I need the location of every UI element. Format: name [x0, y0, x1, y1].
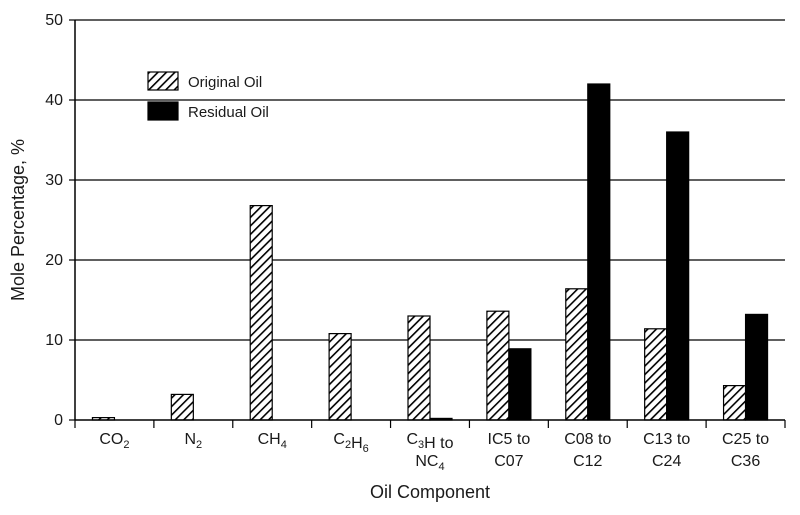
axes [69, 19, 786, 428]
category-label-6-line2: C12 [573, 453, 602, 470]
category-label-7-line1: C13 to [643, 431, 690, 448]
bar-residual-6 [587, 83, 611, 421]
bar-original-1 [170, 393, 194, 421]
category-label-4-line2: NC4 [415, 453, 444, 473]
bar-original-8 [722, 385, 747, 421]
category-label-0-line1: CO2 [99, 431, 129, 451]
category-label-5-line2: C07 [494, 453, 523, 470]
y-tick-label-40: 40 [45, 92, 63, 109]
y-tick-labels: 0 10 20 30 40 50 [45, 12, 63, 429]
bar-original-4 [407, 315, 431, 421]
y-tick-label-20: 20 [45, 252, 63, 269]
bar-residual-5 [508, 348, 532, 421]
bars [91, 83, 769, 421]
category-label-6-line1: C08 to [564, 431, 611, 448]
x-axis-title: Oil Component [370, 482, 490, 502]
category-label-1-line1: N2 [184, 431, 202, 451]
y-tick-label-0: 0 [54, 412, 63, 429]
category-label-8-line2: C36 [731, 453, 760, 470]
category-label-8-line1: C25 to [722, 431, 769, 448]
bar-residual-8 [744, 313, 769, 421]
bar-original-6 [565, 288, 589, 421]
legend-label-original-oil: Original Oil [188, 74, 262, 91]
y-tick-label-30: 30 [45, 172, 63, 189]
category-label-5-line1: IC5 to [488, 431, 531, 448]
bar-original-2 [249, 205, 273, 421]
legend-label-residual-oil: Residual Oil [188, 104, 269, 121]
legend-swatch-original-oil [147, 71, 179, 91]
y-axis-title: Mole Percentage, % [8, 139, 28, 301]
category-label-4-line1: C3H to [406, 431, 453, 452]
category-label-2-line1: CH4 [258, 431, 287, 451]
y-tick-label-10: 10 [45, 332, 63, 349]
bar-original-7 [644, 328, 668, 421]
legend: Original Oil Residual Oil [147, 71, 269, 121]
bar-original-3 [328, 333, 352, 421]
legend-swatch-residual-oil [147, 101, 179, 121]
bar-original-5 [486, 310, 510, 421]
y-tick-label-50: 50 [45, 12, 63, 29]
category-label-7-line2: C24 [652, 453, 681, 470]
category-label-3-line1: C2H6 [333, 431, 368, 455]
bar-residual-7 [666, 131, 690, 421]
